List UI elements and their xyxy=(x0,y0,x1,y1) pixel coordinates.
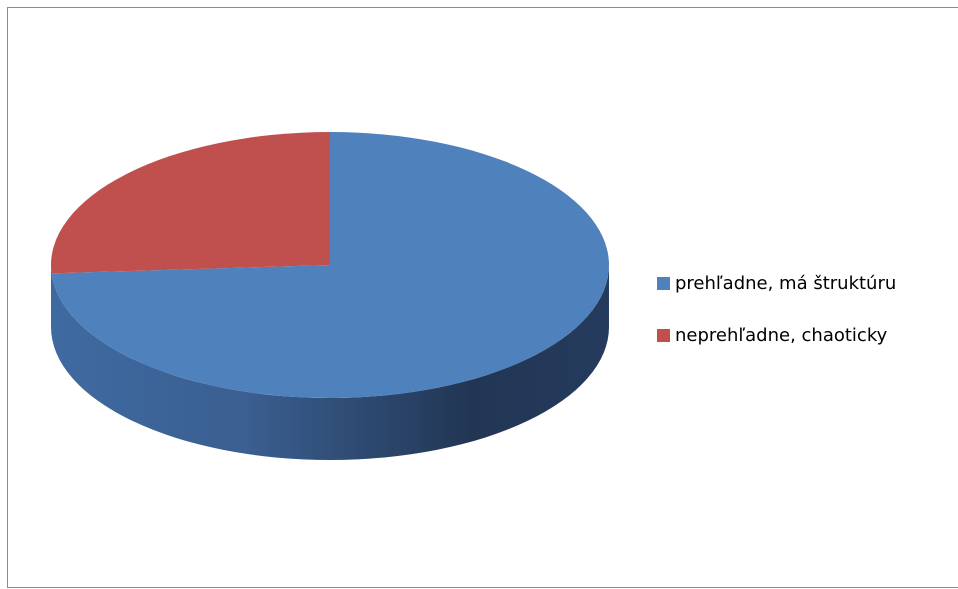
legend-label-chaotic: neprehľadne, chaoticky xyxy=(675,324,888,346)
pie-slice-structured xyxy=(51,132,610,398)
pie-chart xyxy=(51,132,610,460)
legend-item-structured: prehľadne, má štruktúru xyxy=(657,270,896,296)
pie-slice-chaotic xyxy=(51,132,330,274)
legend-label-structured: prehľadne, má štruktúru xyxy=(675,272,897,294)
legend-swatch-red xyxy=(657,328,670,342)
chart-area: prehľadne, má štruktúru neprehľadne, cha… xyxy=(7,7,958,588)
pie-side-wall xyxy=(51,265,609,460)
legend-item-chaotic: neprehľadne, chaoticky xyxy=(657,322,896,348)
legend-swatch-blue xyxy=(657,276,670,290)
legend: prehľadne, má štruktúru neprehľadne, cha… xyxy=(657,270,896,374)
